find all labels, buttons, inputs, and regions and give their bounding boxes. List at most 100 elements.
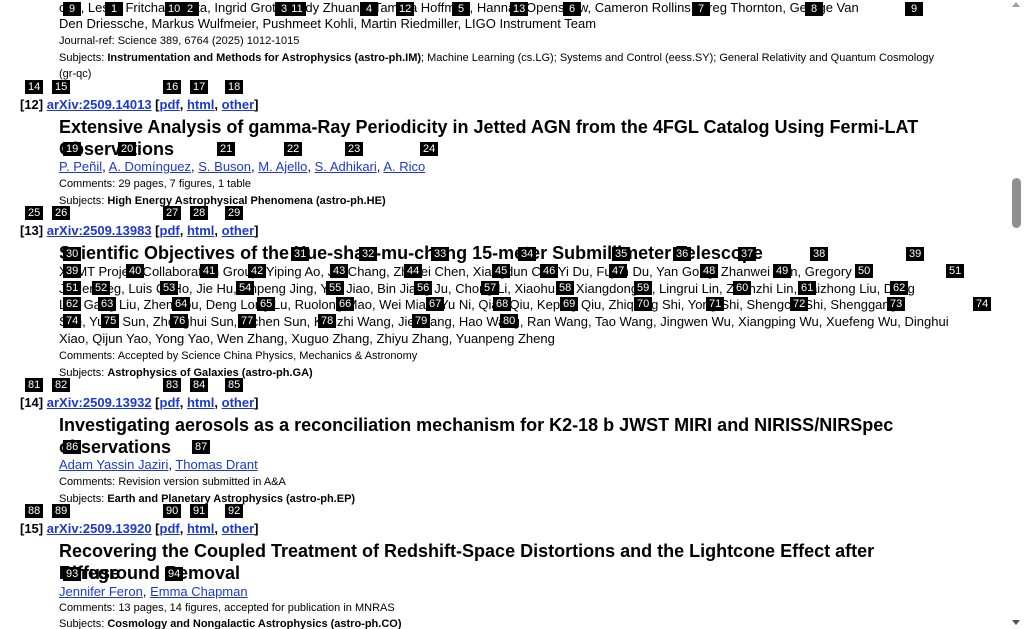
author-link[interactable]: A. Domínguez xyxy=(108,159,192,174)
pdf-link[interactable]: pdf xyxy=(159,97,180,112)
comments-text: 29 pages, 7 figures, 1 table xyxy=(118,178,252,190)
index-tag: 49 xyxy=(773,264,792,278)
index-tag: 42 xyxy=(248,264,267,278)
index-tag: 4 xyxy=(360,2,378,16)
index-tag: 86 xyxy=(63,440,82,454)
entry-title-cont: Observations xyxy=(59,139,175,159)
authors-line: Jennifer Feron, Emma Chapman xyxy=(59,584,248,599)
author-link[interactable]: Adam Yassin Jaziri xyxy=(59,457,169,472)
index-tag: 58 xyxy=(556,281,575,295)
index-tag: 81 xyxy=(25,378,44,392)
author-link[interactable]: P. Peñil xyxy=(59,159,103,174)
index-tag: 30 xyxy=(63,247,82,261)
author-link[interactable]: Emma Chapman xyxy=(150,584,248,599)
index-tag: 27 xyxy=(163,206,182,220)
index-tag: 25 xyxy=(25,206,44,220)
arxiv-link[interactable]: arXiv:2509.14013 xyxy=(46,97,152,112)
index-tag: 7 xyxy=(692,2,710,16)
index-tag: 64 xyxy=(172,297,191,311)
subjects-line: Subjects: Earth and Planetary Astrophysi… xyxy=(59,491,986,507)
index-tag: 50 xyxy=(855,264,874,278)
index-tag: 36 xyxy=(673,247,692,261)
scroll-up-arrow-icon[interactable] xyxy=(1012,2,1020,7)
index-tag: 83 xyxy=(163,378,182,392)
index-tag: 91 xyxy=(190,504,209,518)
scrollbar-thumb[interactable] xyxy=(1012,178,1021,228)
index-tag: 85 xyxy=(225,378,244,392)
index-tag: 76 xyxy=(170,314,189,328)
html-link[interactable]: html xyxy=(186,521,215,536)
index-tag: 23 xyxy=(345,142,364,156)
author-link[interactable]: S. Adhikari xyxy=(314,159,377,174)
index-tag: 71 xyxy=(706,297,725,311)
index-tag: 48 xyxy=(700,264,719,278)
arxiv-link[interactable]: arXiv:2509.13920 xyxy=(46,521,152,536)
other-link[interactable]: other xyxy=(221,521,255,536)
html-link[interactable]: html xyxy=(186,223,215,238)
pdf-link[interactable]: pdf xyxy=(159,521,180,536)
html-link[interactable]: html xyxy=(186,97,215,112)
index-tag: 77 xyxy=(238,314,257,328)
index-tag: 39 xyxy=(63,264,82,278)
other-link[interactable]: other xyxy=(221,97,255,112)
entry-number: [14] xyxy=(20,395,44,410)
author-link[interactable]: Thomas Drant xyxy=(175,457,258,472)
index-tag: 29 xyxy=(225,206,244,220)
index-tag: 88 xyxy=(25,504,44,518)
entry-id-line: [12] arXiv:2509.14013 [pdf, html, other] xyxy=(20,97,259,112)
subjects-line: Subjects: Astrophysics of Galaxies (astr… xyxy=(59,365,986,381)
subjects-primary: Earth and Planetary Astrophysics (astro-… xyxy=(107,493,356,505)
index-tag: 73 xyxy=(887,297,906,311)
index-tag: 70 xyxy=(634,297,653,311)
index-tag: 19 xyxy=(63,142,82,156)
index-tag: 46 xyxy=(540,264,559,278)
index-tag: 13 xyxy=(510,2,529,16)
index-tag: 51 xyxy=(63,281,82,295)
author-link[interactable]: Jennifer Feron xyxy=(59,584,143,599)
author-link[interactable]: A. Rico xyxy=(383,159,426,174)
comments-label: Comments: xyxy=(59,350,116,362)
entry-number: [15] xyxy=(20,521,44,536)
entry-title: Extensive Analysis of gamma-Ray Periodic… xyxy=(59,117,919,137)
author-link[interactable]: S. Buson xyxy=(198,159,252,174)
index-tag: 51 xyxy=(946,264,965,278)
index-tag: 40 xyxy=(126,264,145,278)
scroll-down-arrow-icon[interactable] xyxy=(1012,620,1020,625)
author-link[interactable]: M. Ajello xyxy=(258,159,308,174)
entry-title-cont: observations xyxy=(59,437,172,457)
pdf-link[interactable]: pdf xyxy=(159,223,180,238)
arxiv-link[interactable]: arXiv:2509.13932 xyxy=(46,395,152,410)
entry-title: Investigating aerosols as a reconciliati… xyxy=(59,415,894,435)
pdf-link[interactable]: pdf xyxy=(159,395,180,410)
index-tag: 26 xyxy=(52,206,71,220)
arxiv-link[interactable]: arXiv:2509.13983 xyxy=(46,223,152,238)
index-tag: 17 xyxy=(190,80,209,94)
index-tag: 28 xyxy=(190,206,209,220)
index-tag: 12 xyxy=(396,2,415,16)
authors-line[interactable]: Xiao, Qijun Yao, Yong Yao, Wen Zhang, Xu… xyxy=(59,331,555,346)
scrollbar[interactable] xyxy=(1008,0,1024,629)
authors-line[interactable]: Sun, Yuan Sun, Zhonghui Sun, Yichen Sun,… xyxy=(59,314,949,329)
comments-line: Comments: 29 pages, 7 figures, 1 table xyxy=(59,176,986,192)
other-link[interactable]: other xyxy=(221,223,255,238)
entry-number: [13] xyxy=(20,223,44,238)
authors-line[interactable]: J. Herczeg, Luis C. Ho, Jie Hu, Jinpeng … xyxy=(59,281,915,296)
authors-line[interactable]: Liu, Gang Liu, Zhen Lou, Deng Long Lu, R… xyxy=(59,297,897,312)
comments-label: Comments: xyxy=(59,602,116,614)
index-tag: 72 xyxy=(790,297,809,311)
index-tag: 74 xyxy=(63,314,82,328)
index-tag: 82 xyxy=(52,378,71,392)
index-tag: 84 xyxy=(190,378,209,392)
authors-line[interactable]: Den Driessche, Markus Wulfmeier, Pushmee… xyxy=(59,16,597,31)
index-tag: 41 xyxy=(200,264,219,278)
subjects-label: Subjects: xyxy=(59,618,105,629)
index-tag: 45 xyxy=(492,264,511,278)
authors-line[interactable]: XSMT Project Collaboration Group, Yiping… xyxy=(59,264,852,279)
html-link[interactable]: html xyxy=(186,395,215,410)
other-link[interactable]: other xyxy=(221,395,255,410)
subjects-primary: Cosmology and Nongalactic Astrophysics (… xyxy=(107,618,402,629)
index-tag: 31 xyxy=(291,247,310,261)
index-tag: 32 xyxy=(359,247,378,261)
index-tag: 1 xyxy=(105,2,123,16)
index-tag: 63 xyxy=(98,297,117,311)
